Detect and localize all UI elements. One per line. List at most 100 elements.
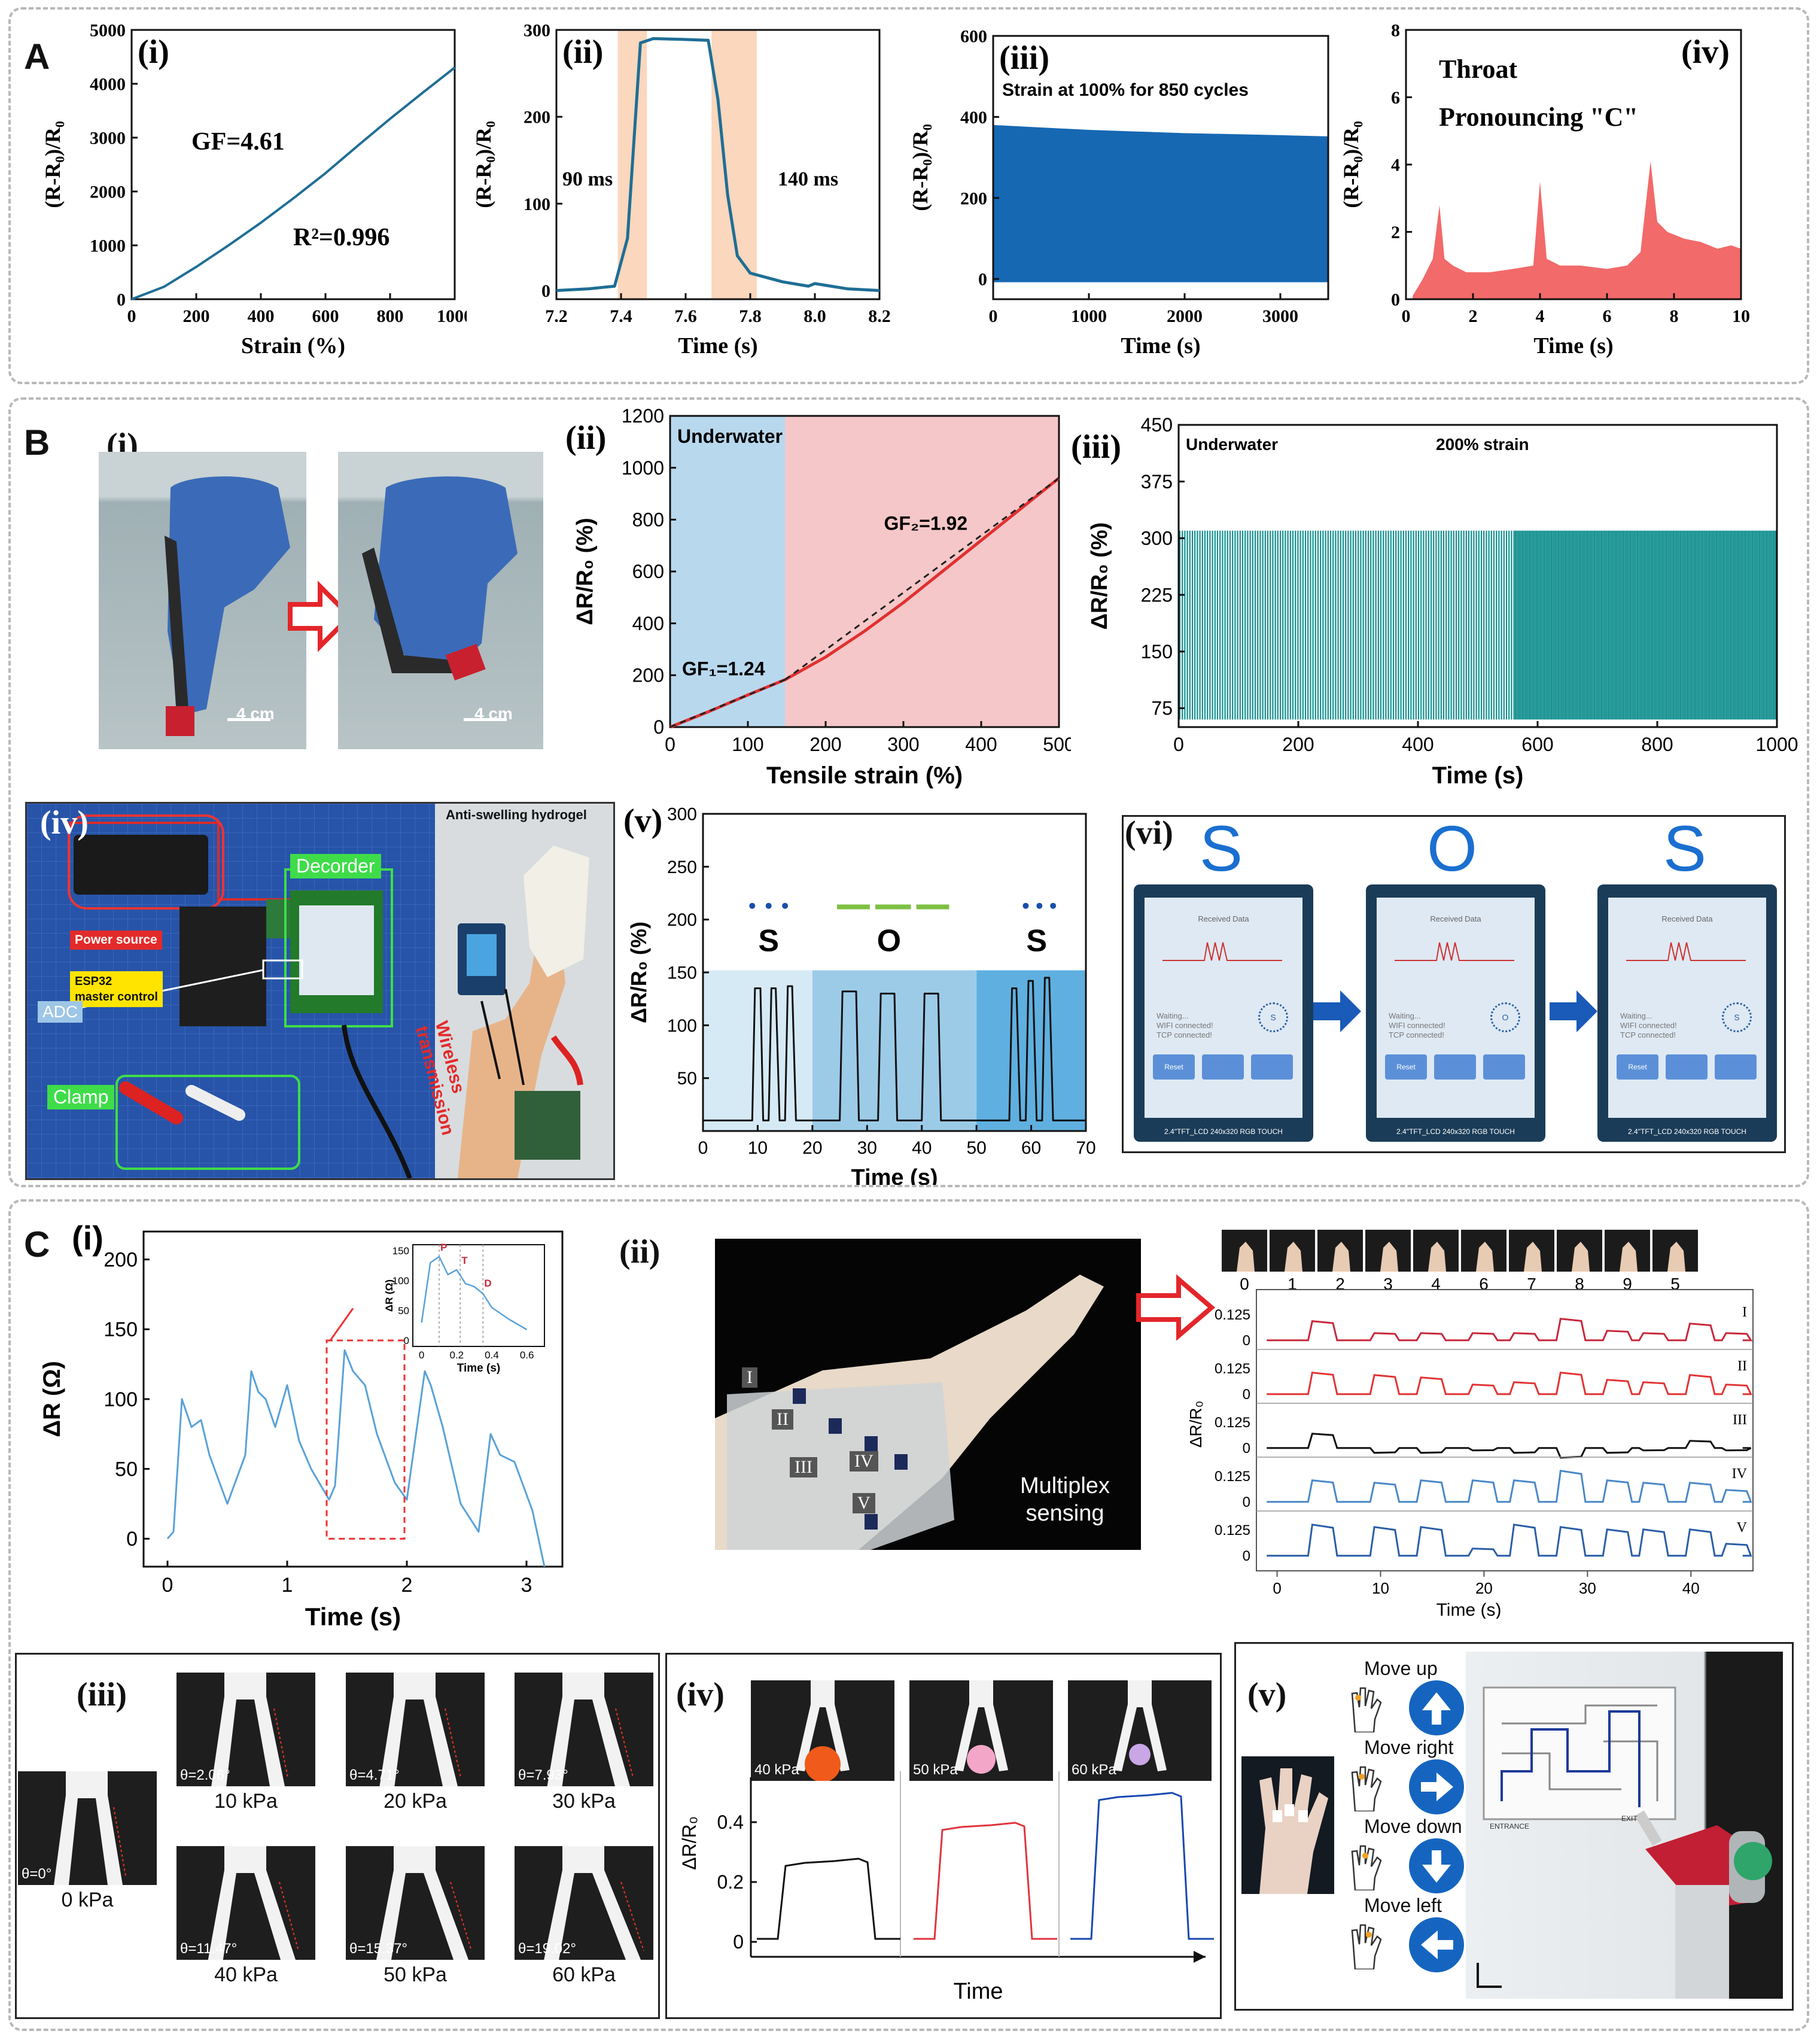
gesture-label: 6 bbox=[1479, 1275, 1489, 1293]
inset-signal bbox=[421, 1255, 528, 1331]
morse-letter-2: O bbox=[877, 924, 901, 959]
lcd-status: Waiting... WIFI connected! TCP connected… bbox=[1620, 1011, 1677, 1039]
channel-label-I: I bbox=[1742, 1305, 1747, 1320]
chart-a-iii: 0 1000 2000 3000 0 200 400 600 Time (s) (R-R₀)/R₀… bbox=[908, 27, 1329, 358]
x-tick-label: 6 bbox=[1603, 306, 1612, 326]
chart-b-ii: 0 100 200 300 400 500 0 200 400 600 800 1000 1200 Ten… bbox=[565, 407, 1071, 789]
zoom-arrow bbox=[329, 1308, 354, 1341]
y-tick-label: 200 bbox=[960, 189, 987, 208]
x-axis-label: Time (s) bbox=[1533, 333, 1613, 358]
inset-mark-P: P bbox=[440, 1242, 447, 1253]
panel-label: (v) bbox=[623, 802, 662, 840]
chart-c-i: 0 1 2 3 0 50 100 150 200 Time (s) ΔR (Ω) (i) 0 0.2 0.4… bbox=[39, 1219, 564, 1631]
annotation-gf: GF=4.61 bbox=[191, 128, 285, 156]
lcd-waveform bbox=[1395, 942, 1514, 961]
grasp-signal-2 bbox=[914, 1822, 1057, 1940]
grasp-photo-3: 60 kPa bbox=[1068, 1680, 1212, 1781]
panel-label-c-iv-top: (iv) bbox=[676, 1676, 725, 1713]
y-tick-label: 0.125 bbox=[1215, 1307, 1250, 1323]
x-tick-label: 0 bbox=[698, 1138, 708, 1158]
y-axis-label: (R-R₀)/R₀ bbox=[908, 124, 932, 211]
letter-band-3 bbox=[976, 970, 1086, 1131]
morse-letter-1: S bbox=[758, 924, 779, 959]
panel-label: (ii) bbox=[565, 419, 606, 457]
maze-entrance-label: ENTRANCE bbox=[1490, 1822, 1530, 1831]
y-axis-label: ΔR/R₀ bbox=[1186, 1401, 1205, 1448]
sensor-tag-1: I bbox=[742, 1367, 757, 1388]
x-tick-label: 7.6 bbox=[674, 306, 697, 326]
y-tick-label: 600 bbox=[960, 27, 987, 47]
y-axis-label: (R-R₀)/R₀ bbox=[471, 121, 495, 208]
gesture-label: 3 bbox=[1383, 1275, 1393, 1293]
panel-c-iii-frame bbox=[15, 1653, 660, 2019]
gesture-label: 1 bbox=[1288, 1275, 1297, 1293]
y-tick-label: 100 bbox=[104, 1388, 138, 1411]
lcd-reset-button: Reset bbox=[1385, 1054, 1427, 1080]
y-tick-label: 225 bbox=[1141, 584, 1173, 606]
hand-gesture-icon bbox=[1351, 1924, 1382, 1969]
gripper-pressure-label: 50 kPa bbox=[384, 1963, 447, 1986]
gripper-pressure-label: 40 kPa bbox=[214, 1963, 278, 1986]
inset-x-label: Time (s) bbox=[457, 1362, 501, 1375]
plot-frame bbox=[555, 29, 881, 300]
plot-frame bbox=[992, 35, 1329, 300]
gesture-hand bbox=[1332, 1242, 1350, 1272]
x-tick-label: 200 bbox=[1282, 734, 1314, 755]
x-tick-label: 20 bbox=[802, 1138, 822, 1158]
inset-mark-D: D bbox=[484, 1278, 491, 1289]
x-axis-label: Time (s) bbox=[678, 333, 757, 358]
x-tick-label: 7.2 bbox=[545, 306, 568, 326]
section-c-frame bbox=[8, 1199, 1809, 2031]
channel-III bbox=[1267, 1433, 1752, 1459]
sos-signal bbox=[703, 977, 1086, 1121]
gesture-hand bbox=[1380, 1242, 1398, 1272]
cycling-band bbox=[993, 124, 1328, 282]
morse-dot bbox=[1022, 902, 1029, 909]
x-tick-label: 30 bbox=[1579, 1579, 1596, 1597]
gripper-photo-7: θ=19.02° bbox=[515, 1846, 653, 1960]
label-decorder: Decorder bbox=[290, 854, 381, 878]
x-tick-label: 600 bbox=[1521, 734, 1553, 755]
lcd-button bbox=[1434, 1054, 1476, 1080]
inset-y-tick: 100 bbox=[392, 1275, 409, 1287]
grasp-pressure: 60 kPa bbox=[1072, 1762, 1116, 1778]
y-tick-label: 450 bbox=[1141, 414, 1173, 436]
x-axis-label: Time (s) bbox=[305, 1603, 401, 1631]
y-tick-label: 8 bbox=[1391, 21, 1400, 41]
x-tick-label: 2000 bbox=[1167, 306, 1203, 326]
sensor-tag-4: IV bbox=[850, 1451, 878, 1471]
gripper-photo-3: θ=4.71° bbox=[346, 1673, 485, 1786]
y-tick-label: 1000 bbox=[622, 457, 664, 479]
x-tick-label: 1 bbox=[282, 1574, 293, 1597]
lcd-display: Received Data Waiting... WIFI connected!… bbox=[1145, 898, 1302, 1118]
arrow-left-icon bbox=[1409, 1917, 1464, 1972]
arrow-right-icon bbox=[288, 580, 354, 652]
lcd-footer: 2.4"TFT_LCD 240x320 RGB TOUCH bbox=[1164, 1127, 1283, 1136]
y-tick-label: 100 bbox=[524, 194, 550, 214]
arrow-right-icon bbox=[1313, 990, 1361, 1032]
gesture-label: 5 bbox=[1670, 1275, 1680, 1293]
lcd-display: Received Data Waiting... WIFI connected!… bbox=[1377, 898, 1535, 1118]
x-tick-label: 8.2 bbox=[868, 306, 891, 326]
y-tick-label: 0 bbox=[541, 281, 550, 301]
morse-dot bbox=[765, 902, 772, 909]
chart-subtitle: Pronouncing "C" bbox=[1439, 102, 1638, 132]
hand-gesture-icon bbox=[1351, 1687, 1382, 1732]
annotation-response: 90 ms bbox=[562, 168, 613, 190]
annotation-gf2: GF₂=1.92 bbox=[884, 513, 968, 534]
y-tick-label: 0 bbox=[653, 716, 664, 738]
arrow-right-icon bbox=[1409, 1759, 1464, 1814]
photo-wireless-system: (iv) Power source ESP32 master control D… bbox=[25, 802, 615, 1180]
inset-x-tick: 0.6 bbox=[520, 1349, 534, 1361]
x-tick-label: 0 bbox=[665, 734, 675, 755]
chart-b-v: 0 10 20 30 40 50 60 70 50 100 150 200 250 300 Time (s)… bbox=[623, 802, 1096, 1185]
lcd-title: Received Data bbox=[1430, 914, 1481, 923]
lcd-status: Waiting... WIFI connected! TCP connected… bbox=[1156, 1011, 1213, 1039]
x-tick-label: 0 bbox=[1273, 1579, 1281, 1597]
label-power-source: Power source bbox=[70, 931, 162, 950]
region-1 bbox=[670, 416, 786, 727]
grasp-photo-1: 40 kPa bbox=[751, 1680, 894, 1781]
channel-V bbox=[1267, 1524, 1752, 1557]
response-curve bbox=[556, 37, 880, 292]
y-tick-label: 0.2 bbox=[717, 1871, 744, 1893]
